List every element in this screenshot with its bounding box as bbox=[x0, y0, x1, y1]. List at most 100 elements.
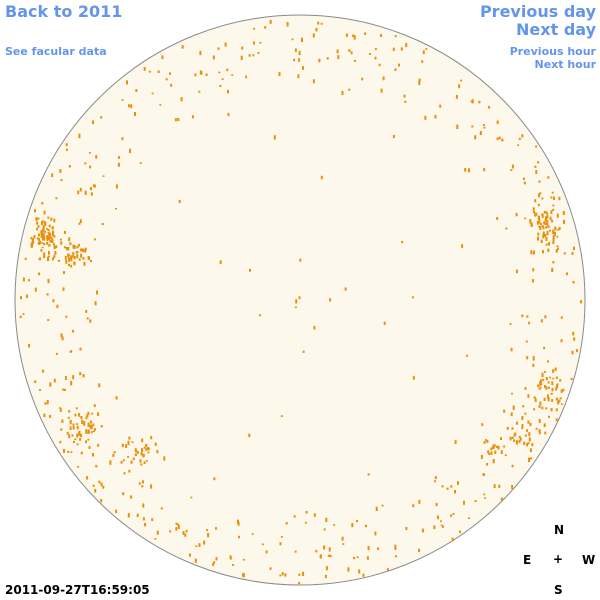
facula-speck bbox=[555, 249, 558, 253]
facula-speck bbox=[421, 528, 424, 533]
facula-speck bbox=[350, 51, 353, 55]
facula-speck bbox=[121, 99, 124, 101]
facula-speck bbox=[539, 386, 542, 389]
facula-speck bbox=[327, 554, 330, 557]
facula-speck bbox=[93, 184, 95, 188]
facula-speck bbox=[161, 55, 164, 60]
facula-speck bbox=[70, 380, 73, 386]
facula-speck bbox=[375, 506, 378, 511]
facula-speck bbox=[544, 431, 547, 435]
facula-speck bbox=[394, 555, 397, 558]
facula-speck bbox=[47, 278, 50, 284]
facula-speck bbox=[537, 236, 539, 241]
facula-speck bbox=[538, 429, 541, 432]
facula-speck bbox=[557, 402, 559, 404]
facula-speck bbox=[100, 499, 103, 503]
facula-speck bbox=[392, 134, 395, 139]
facula-speck bbox=[511, 464, 514, 468]
facula-speck bbox=[67, 247, 70, 251]
facula-speck bbox=[302, 571, 305, 576]
see-facular-data-link[interactable]: See facular data bbox=[5, 45, 107, 58]
facula-speck bbox=[42, 369, 45, 373]
facula-speck bbox=[231, 74, 234, 76]
facula-speck bbox=[543, 423, 546, 428]
facula-speck bbox=[38, 238, 41, 241]
facula-speck bbox=[437, 515, 439, 520]
facula-speck bbox=[560, 316, 563, 319]
facula-speck bbox=[540, 379, 543, 383]
previous-hour-link[interactable]: Previous hour bbox=[509, 45, 596, 58]
facula-speck bbox=[459, 530, 461, 534]
facula-speck bbox=[78, 430, 81, 435]
facula-speck bbox=[83, 261, 86, 266]
facula-speck bbox=[43, 255, 46, 259]
facula-speck bbox=[504, 454, 507, 457]
facula-speck bbox=[541, 406, 544, 410]
back-to-year-link[interactable]: Back to 2011 bbox=[5, 2, 123, 21]
facula-speck bbox=[92, 423, 95, 427]
facula-speck bbox=[189, 553, 191, 557]
facula-speck bbox=[553, 196, 555, 200]
facula-speck bbox=[89, 319, 92, 323]
facula-speck bbox=[463, 500, 465, 505]
facula-speck bbox=[68, 410, 71, 413]
facula-speck bbox=[68, 237, 71, 242]
facula-speck bbox=[269, 567, 272, 570]
facula-speck bbox=[538, 225, 541, 228]
facula-speck bbox=[532, 356, 535, 361]
facula-speck bbox=[543, 371, 546, 373]
facula-speck bbox=[549, 229, 551, 232]
facula-speck bbox=[34, 287, 37, 292]
facula-speck bbox=[575, 349, 578, 353]
facula-speck bbox=[127, 456, 130, 458]
facula-speck bbox=[295, 299, 298, 304]
facula-speck bbox=[320, 175, 323, 180]
facula-speck bbox=[538, 219, 541, 224]
facula-speck bbox=[39, 240, 42, 245]
facula-speck bbox=[474, 135, 477, 140]
facula-speck bbox=[94, 488, 97, 493]
facula-speck bbox=[541, 213, 544, 218]
facula-speck bbox=[404, 100, 407, 103]
facula-speck bbox=[49, 239, 52, 243]
facula-speck bbox=[68, 165, 71, 168]
next-day-link[interactable]: Next day bbox=[516, 20, 596, 39]
facula-speck bbox=[177, 523, 180, 526]
facula-speck bbox=[76, 433, 79, 438]
facula-speck bbox=[539, 401, 542, 406]
facula-speck bbox=[141, 485, 144, 488]
facula-speck bbox=[484, 497, 487, 499]
facula-speck bbox=[542, 226, 545, 230]
facula-speck bbox=[46, 237, 49, 241]
facula-speck bbox=[82, 374, 85, 378]
facula-speck bbox=[78, 432, 81, 435]
facula-speck bbox=[511, 485, 514, 490]
facula-speck bbox=[143, 446, 146, 449]
facula-speck bbox=[293, 515, 296, 518]
facula-speck bbox=[348, 88, 351, 91]
facula-speck bbox=[253, 27, 256, 30]
facula-speck bbox=[318, 58, 321, 63]
facula-speck bbox=[527, 420, 530, 424]
facula-speck bbox=[455, 94, 458, 99]
facula-speck bbox=[102, 175, 105, 177]
facula-speck bbox=[117, 156, 120, 159]
facula-speck bbox=[121, 443, 124, 448]
facula-speck bbox=[487, 450, 490, 454]
facula-speck bbox=[358, 569, 361, 574]
facula-speck bbox=[503, 409, 506, 413]
facula-speck bbox=[69, 426, 72, 431]
previous-day-link[interactable]: Previous day bbox=[479, 2, 596, 21]
facula-speck bbox=[521, 314, 524, 318]
facula-speck bbox=[286, 22, 289, 27]
facula-speck bbox=[175, 522, 178, 525]
facula-speck bbox=[352, 34, 355, 38]
facula-speck bbox=[227, 112, 230, 117]
facula-speck bbox=[555, 397, 558, 401]
next-hour-link[interactable]: Next hour bbox=[534, 58, 597, 71]
facula-speck bbox=[163, 456, 166, 461]
facula-speck bbox=[510, 169, 513, 172]
facula-speck bbox=[279, 574, 282, 577]
facula-speck bbox=[382, 76, 385, 81]
facula-speck bbox=[199, 70, 202, 75]
